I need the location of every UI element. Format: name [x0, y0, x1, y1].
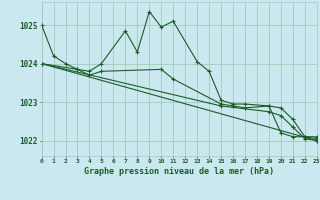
- X-axis label: Graphe pression niveau de la mer (hPa): Graphe pression niveau de la mer (hPa): [84, 167, 274, 176]
